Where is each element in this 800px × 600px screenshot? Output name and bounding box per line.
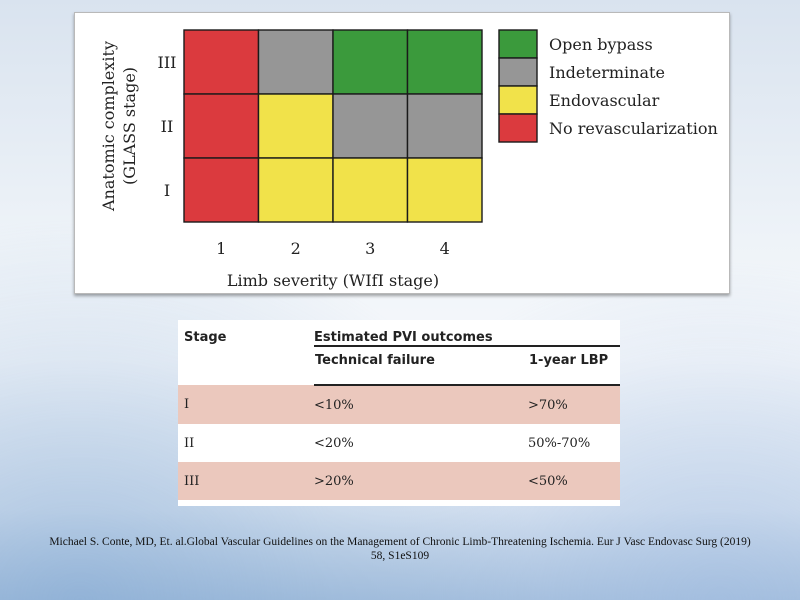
stage-cell: II <box>184 435 195 451</box>
x-tick-label: 3 <box>365 239 375 258</box>
heatmap-cell <box>332 29 409 95</box>
heatmap-cell <box>332 93 409 159</box>
y-tick-label: III <box>158 53 177 72</box>
lbp-header: 1-year LBP <box>528 345 620 386</box>
heatmap-cell <box>183 93 260 159</box>
legend-label: Indeterminate <box>549 63 665 82</box>
heatmap-cell <box>183 29 260 95</box>
heatmap-cell <box>257 157 334 223</box>
heatmap-cell <box>406 93 483 159</box>
stage-cell: I <box>184 397 190 412</box>
heatmap-cell <box>332 157 409 223</box>
heatmap-cell <box>406 29 483 95</box>
technical-failure-cell: >20% <box>314 473 354 489</box>
table-row: III >20% <50% <box>178 462 620 500</box>
stage-cell: III <box>184 473 200 489</box>
heatmap-cell <box>183 157 260 223</box>
outcomes-group-header: Estimated PVI outcomes <box>314 330 493 345</box>
citation: Michael S. Conte, MD, Et. al.Global Vasc… <box>40 535 760 563</box>
table-row: I <10% >70% <box>178 385 620 424</box>
heatmap-cell <box>406 157 483 223</box>
technical-failure-cell: <10% <box>314 397 354 413</box>
citation-line-1: Michael S. Conte, MD, Et. al.Global Vasc… <box>49 536 751 548</box>
table-row: II <20% 50%-70% <box>178 424 620 462</box>
outcomes-table: Stage Estimated PVI outcomes Technical f… <box>178 320 620 500</box>
x-axis-title: Limb severity (WIfI stage) <box>227 271 439 290</box>
x-tick-label: 4 <box>440 239 450 258</box>
legend-label: Endovascular <box>549 91 660 110</box>
technical-failure-cell: <20% <box>314 435 354 451</box>
technical-failure-header: Technical failure <box>314 345 528 386</box>
lbp-cell: 50%-70% <box>528 435 591 451</box>
y-tick-label: II <box>161 117 174 136</box>
legend-swatch <box>498 29 538 59</box>
citation-line-2: 58, S1eS109 <box>370 550 430 562</box>
legend-swatch <box>498 85 538 115</box>
heatmap-cell <box>257 29 334 95</box>
y-axis-title-line: (GLASS stage) <box>120 67 139 185</box>
chart-panel: III II I 1 2 3 4 Limb severity (WIfI stage) Anat… <box>74 12 730 294</box>
legend-label: Open bypass <box>549 35 653 54</box>
y-axis-title-line: Anatomic complexity <box>99 41 118 212</box>
heatmap-cell <box>257 93 334 159</box>
lbp-cell: <50% <box>528 473 568 489</box>
y-tick-label: I <box>164 181 170 200</box>
legend-swatch <box>498 57 538 87</box>
lbp-cell: >70% <box>528 397 568 413</box>
outcomes-table-panel: Stage Estimated PVI outcomes Technical f… <box>178 320 620 506</box>
legend-label: No revascularization <box>549 119 718 138</box>
stage-header: Stage <box>184 330 227 345</box>
x-tick-label: 1 <box>216 239 226 258</box>
x-tick-label: 2 <box>291 239 301 258</box>
legend-swatch <box>498 113 538 143</box>
